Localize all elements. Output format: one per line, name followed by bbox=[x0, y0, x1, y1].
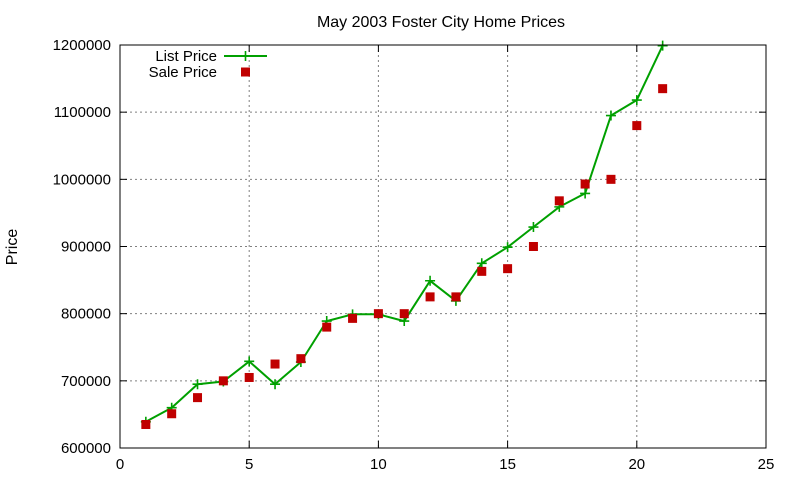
list-price-point bbox=[528, 222, 539, 233]
sale-price-point bbox=[554, 196, 564, 206]
list-price-line bbox=[145, 45, 664, 423]
sale-price-point bbox=[270, 359, 280, 369]
x-tick-label: 5 bbox=[245, 456, 253, 473]
y-tick-label: 700000 bbox=[61, 373, 111, 390]
sale-price-point bbox=[451, 292, 461, 302]
list-price-point bbox=[502, 242, 513, 253]
list-price-legend-marker bbox=[240, 51, 251, 61]
sale-price-point bbox=[141, 419, 151, 429]
sale-price-point bbox=[244, 372, 254, 382]
list-price-point bbox=[425, 275, 436, 286]
list-price-point bbox=[244, 356, 255, 367]
sale-price-point bbox=[193, 393, 203, 403]
list-price-point bbox=[476, 258, 487, 269]
x-tick-label: 20 bbox=[628, 456, 645, 473]
y-tick-label: 1200000 bbox=[53, 37, 111, 54]
sale-price-point bbox=[658, 84, 668, 94]
list-price-point bbox=[270, 379, 281, 390]
y-tick-label: 1100000 bbox=[54, 104, 111, 121]
y-tick-label: 1000000 bbox=[53, 171, 111, 188]
x-tick-label: 15 bbox=[499, 456, 516, 473]
list-price-legend-label: List Price bbox=[155, 48, 217, 65]
sale-price-point bbox=[348, 313, 358, 323]
sale-price-point bbox=[580, 179, 590, 189]
sale-price-point bbox=[606, 174, 616, 184]
grid bbox=[120, 45, 766, 448]
sale-price-point bbox=[373, 309, 383, 319]
sale-price-point bbox=[167, 409, 177, 419]
sale-price-legend-label: Sale Price bbox=[149, 64, 217, 81]
sale-price-legend-marker bbox=[241, 67, 250, 77]
sale-price-point bbox=[632, 121, 642, 131]
sale-price-point bbox=[528, 242, 538, 251]
list-price-point bbox=[631, 95, 642, 106]
y-tick-label: 900000 bbox=[61, 239, 111, 256]
chart-title: May 2003 Foster City Home Prices bbox=[317, 14, 565, 31]
plot-frame bbox=[119, 44, 767, 449]
sale-price-point bbox=[503, 264, 513, 274]
x-tick-label: 0 bbox=[116, 456, 124, 473]
list-price-point bbox=[580, 188, 591, 199]
x-tick-label: 10 bbox=[370, 456, 387, 473]
y-tick-label: 600000 bbox=[61, 440, 111, 457]
list-price-point bbox=[192, 379, 203, 390]
y-tick-label: 800000 bbox=[61, 306, 111, 323]
list-price-point bbox=[605, 110, 616, 121]
list-price-point bbox=[657, 40, 668, 51]
sale-price-point bbox=[322, 322, 332, 332]
sale-price-point bbox=[399, 309, 409, 319]
sale-price-point bbox=[425, 292, 435, 302]
sale-price-point bbox=[218, 376, 228, 386]
series-layer bbox=[140, 40, 668, 429]
y-axis-label: Price bbox=[4, 229, 21, 266]
x-tick-label: 25 bbox=[758, 456, 775, 473]
sale-price-point bbox=[477, 266, 487, 276]
axis-ticks: 600000 700000 800000 900000 1000000 1100000 12… bbox=[53, 37, 775, 473]
sale-price-point bbox=[296, 354, 306, 364]
